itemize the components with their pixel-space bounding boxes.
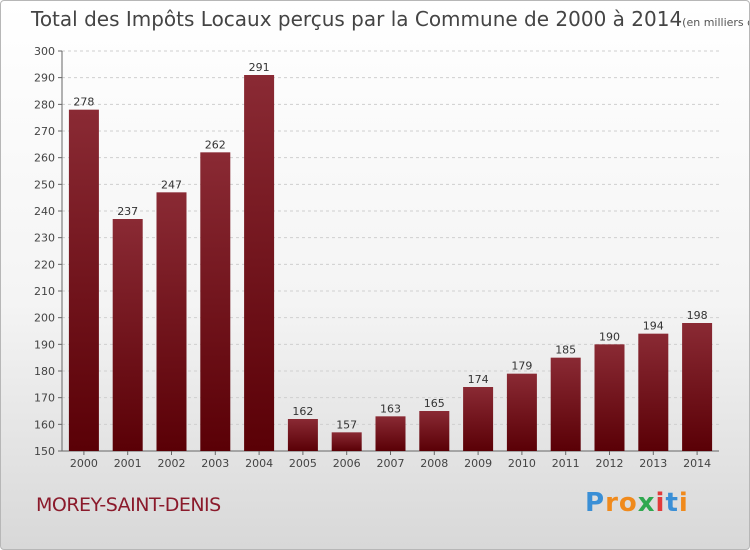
value-label: 185	[555, 344, 576, 357]
value-label: 278	[73, 96, 94, 109]
labels: 150 160 170 180 190 200 210 220 230 240 250 260 270 2…	[34, 45, 711, 470]
x-tick-label: 2001	[114, 457, 142, 470]
y-tick-label: 220	[34, 258, 55, 271]
bar	[112, 219, 143, 451]
x-tick-label: 2004	[245, 457, 273, 470]
x-tick-label: 2010	[508, 457, 536, 470]
x-tick-label: 2006	[333, 457, 361, 470]
bars	[68, 75, 713, 452]
bar	[244, 75, 275, 451]
bar	[594, 344, 625, 451]
y-tick-label: 180	[34, 365, 55, 378]
bar	[375, 416, 406, 451]
y-tick-label: 210	[34, 285, 55, 298]
y-tick-label: 230	[34, 232, 55, 245]
bar	[506, 373, 537, 451]
value-label: 162	[292, 405, 313, 418]
x-tick-label: 2011	[552, 457, 580, 470]
x-tick-label: 2012	[596, 457, 624, 470]
logo-letter: o	[618, 488, 638, 518]
bar	[156, 192, 187, 452]
title-text: Total des Impôts Locaux perçus par la Co…	[31, 7, 683, 31]
value-label: 163	[380, 402, 401, 415]
y-tick-label: 240	[34, 205, 55, 218]
logo-letter: t	[665, 488, 679, 518]
y-tick-label: 190	[34, 338, 55, 351]
y-tick-label: 170	[34, 392, 55, 405]
x-tick-label: 2005	[289, 457, 317, 470]
x-tick-label: 2000	[70, 457, 98, 470]
value-label: 198	[687, 309, 708, 322]
value-label: 291	[249, 61, 270, 74]
x-tick-label: 2002	[158, 457, 186, 470]
logo-letter: P	[585, 488, 606, 518]
value-label: 237	[117, 205, 138, 218]
chart-title: Total des Impôts Locaux perçus par la Co…	[31, 7, 749, 31]
logo-letter: i	[678, 488, 689, 518]
value-label: 165	[424, 397, 445, 410]
x-tick-label: 2007	[377, 457, 405, 470]
y-tick-label: 300	[34, 45, 55, 58]
x-tick-label: 2008	[420, 457, 448, 470]
logo-letter: i	[655, 488, 666, 518]
commune-name: MOREY-SAINT-DENIS	[36, 494, 221, 516]
bar	[287, 419, 318, 451]
title-unit: (en milliers d'€)	[682, 16, 749, 29]
bar	[638, 333, 669, 451]
bar	[331, 432, 362, 451]
value-label: 247	[161, 178, 182, 191]
value-label: 194	[643, 320, 664, 333]
logo-letter: r	[605, 488, 619, 518]
proxiti-logo: Proxiti	[585, 488, 689, 518]
x-tick-label: 2013	[639, 457, 667, 470]
bar	[200, 152, 231, 452]
value-label: 174	[468, 373, 489, 386]
y-tick-label: 260	[34, 152, 55, 165]
value-label: 262	[205, 138, 226, 151]
bar	[682, 323, 713, 451]
x-tick-label: 2003	[201, 457, 229, 470]
bar	[550, 357, 581, 451]
value-label: 190	[599, 330, 620, 343]
x-tick-label: 2009	[464, 457, 492, 470]
value-label: 157	[336, 418, 357, 431]
bar	[419, 411, 450, 451]
y-tick-label: 250	[34, 178, 55, 191]
y-tick-label: 290	[34, 72, 55, 85]
bar	[463, 387, 494, 451]
x-tick-label: 2014	[683, 457, 711, 470]
y-tick-label: 160	[34, 418, 55, 431]
y-tick-label: 280	[34, 98, 55, 111]
logo-letter: x	[637, 488, 656, 518]
y-tick-label: 270	[34, 125, 55, 138]
y-tick-label: 150	[34, 445, 55, 458]
bar	[68, 109, 99, 452]
value-label: 179	[511, 360, 532, 373]
y-tick-label: 200	[34, 312, 55, 325]
